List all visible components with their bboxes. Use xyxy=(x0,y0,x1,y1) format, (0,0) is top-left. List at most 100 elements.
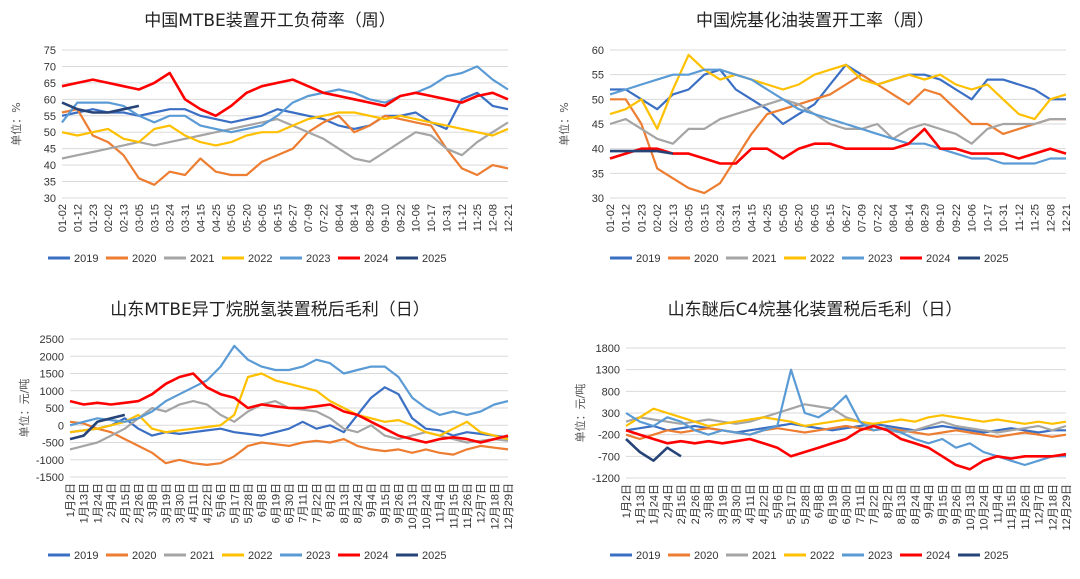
y-tick-label: -500 xyxy=(42,438,64,450)
x-tick-label: 3月19日 xyxy=(161,483,173,523)
x-tick-label: 02-13 xyxy=(119,204,131,232)
series-line-2020 xyxy=(69,420,509,466)
x-tick-label: 12-21 xyxy=(1061,204,1073,232)
legend-label-2019: 2019 xyxy=(74,253,98,265)
y-tick-label: -1000 xyxy=(36,455,64,467)
legend-label-2025: 2025 xyxy=(422,253,446,265)
y-tick-label: 1300 xyxy=(596,365,620,377)
x-tick-label: 07-22 xyxy=(318,204,330,232)
x-tick-label: 6月19日 xyxy=(827,484,839,524)
x-tick-label: 11月15日 xyxy=(1006,484,1018,530)
y-tick-label: 45 xyxy=(44,144,56,156)
x-tick-label: 12-21 xyxy=(503,204,515,232)
legend-label-2022: 2022 xyxy=(248,253,272,265)
x-tick-label: 04-25 xyxy=(211,204,223,232)
chart-title: 山东醚后C4烷基化装置税后毛利（日） xyxy=(668,300,963,320)
x-tick-label: 10-06 xyxy=(967,204,979,232)
x-tick-label: 1月2日 xyxy=(65,483,77,517)
x-tick-label: 11月15日 xyxy=(448,483,460,529)
x-tick-label: 12月7日 xyxy=(476,483,488,523)
legend-label-2019: 2019 xyxy=(74,550,98,562)
series-line-2024 xyxy=(61,71,509,118)
series-line-2022 xyxy=(61,111,509,147)
chart-mtbe-dehydro-margin: 山东MTBE异丁烷脱氢装置税后毛利（日） -1500 -1000 -500 0 500 10… xyxy=(0,289,540,579)
x-tick-label: 9月26日 xyxy=(394,483,406,523)
x-tick-label: 08-04 xyxy=(334,204,346,232)
y-tick-label: -200 xyxy=(598,430,620,442)
legend-label-2023: 2023 xyxy=(868,253,892,265)
legend-label-2024: 2024 xyxy=(364,253,388,265)
legend-label-2022: 2022 xyxy=(810,550,834,562)
x-tick-label: 7月11日 xyxy=(855,484,867,524)
y-axis-label: 单位：% xyxy=(9,102,23,145)
y-tick-label: 30 xyxy=(44,193,56,205)
legend-label-2020: 2020 xyxy=(132,253,156,265)
x-tick-label: 1月24日 xyxy=(92,483,104,523)
series-line-2025 xyxy=(61,101,140,114)
y-tick-label: 50 xyxy=(44,127,56,139)
x-tick-label: 01-02 xyxy=(605,204,617,232)
x-tick-label: 08-14 xyxy=(349,204,361,232)
x-tick-label: 1月24日 xyxy=(649,484,661,524)
x-tick-label: 10月13日 xyxy=(407,483,419,529)
x-tick-label: 07-22 xyxy=(872,204,884,232)
series-line-2021 xyxy=(625,403,1067,434)
x-tick-label: 06-15 xyxy=(272,204,284,232)
x-tick-label: 5月6日 xyxy=(772,484,784,518)
x-tick-label: 05-20 xyxy=(242,204,254,232)
series-line-2024 xyxy=(69,372,509,444)
x-tick-label: 03-24 xyxy=(715,204,727,232)
x-tick-label: 11月4日 xyxy=(992,484,1004,524)
x-tick-label: 1月2日 xyxy=(621,484,633,518)
y-tick-label: 70 xyxy=(44,61,56,73)
x-tick-label: 9月15日 xyxy=(937,484,949,524)
x-tick-label: 11月26日 xyxy=(462,483,474,529)
x-tick-label: 10-17 xyxy=(982,204,994,232)
x-tick-label: 8月13日 xyxy=(896,484,908,524)
x-tick-label: 7月22日 xyxy=(311,483,323,523)
legend-label-2019: 2019 xyxy=(636,253,660,265)
x-tick-label: 10月24日 xyxy=(421,483,433,529)
x-tick-label: 03-31 xyxy=(180,204,192,232)
x-tick-label: 10-17 xyxy=(426,204,438,232)
series-line-2023 xyxy=(609,68,1066,165)
chart-mtbe-operating-rate-svg: 中国MTBE装置开工负荷率（周） 30 35 40 45 50 55 60 65 70 75 单位：%… xyxy=(9,11,515,265)
y-tick-label: 1500 xyxy=(40,369,64,381)
y-tick-label: 2500 xyxy=(40,334,64,346)
x-tick-label: 8月24日 xyxy=(910,484,922,524)
x-tick-label: 2月4日 xyxy=(106,483,118,517)
x-tick-label: 9月4日 xyxy=(366,483,378,517)
x-tick-label: 2月4日 xyxy=(662,484,674,518)
x-tick-label: 03-15 xyxy=(149,204,161,232)
legend-label-2024: 2024 xyxy=(926,253,950,265)
x-tick-label: 01-23 xyxy=(636,204,648,232)
y-tick-label: 40 xyxy=(592,144,604,156)
x-tick-label: 12月18日 xyxy=(1047,484,1059,530)
x-tick-label: 1月13日 xyxy=(79,483,91,523)
x-tick-label: 10-31 xyxy=(998,204,1010,232)
legend-label-2021: 2021 xyxy=(190,253,214,265)
x-tick-label: 3月30日 xyxy=(175,483,187,523)
x-tick-label: 5月28日 xyxy=(243,483,255,523)
y-axis-label: 单位：元/吨 xyxy=(573,384,587,443)
x-tick-label: 12-08 xyxy=(488,204,500,232)
x-tick-label: 5月17日 xyxy=(229,483,241,523)
x-tick-label: 9月15日 xyxy=(380,483,392,523)
x-tick-label: 09-10 xyxy=(380,204,392,232)
x-tick-label: 5月28日 xyxy=(800,484,812,524)
x-tick-label: 10月13日 xyxy=(965,484,977,530)
x-tick-label: 4月22日 xyxy=(759,484,771,524)
series-line-2020 xyxy=(625,424,1067,441)
x-tick-label: 09-22 xyxy=(951,204,963,232)
y-tick-label: 2000 xyxy=(40,351,64,363)
x-tick-label: 10月24日 xyxy=(979,484,991,530)
x-tick-label: 08-14 xyxy=(904,204,916,232)
y-tick-label: 35 xyxy=(44,177,56,189)
x-tick-label: 11-12 xyxy=(457,204,469,231)
x-tick-label: 6月30日 xyxy=(284,483,296,523)
x-tick-label: 08-04 xyxy=(888,204,900,232)
x-tick-label: 11-25 xyxy=(1030,204,1042,231)
series-line-2021 xyxy=(609,98,1066,145)
legend-label-2025: 2025 xyxy=(422,550,446,562)
chart-title: 中国MTBE装置开工负荷率（周） xyxy=(144,11,395,31)
